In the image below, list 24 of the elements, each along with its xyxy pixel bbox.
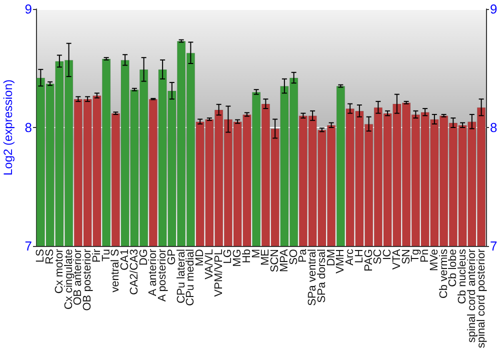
- x-tick-label: Pa: [297, 248, 310, 262]
- x-tick-label: M: [250, 249, 262, 258]
- x-tick-label: A anterior: [147, 248, 160, 296]
- x-tick-label: VMH: [334, 248, 347, 274]
- x-tick-label: spinal cord posterior: [475, 248, 488, 348]
- x-tick-label: DM: [325, 249, 338, 266]
- y-tick-label: 8: [24, 120, 32, 135]
- x-tick-label: CPu medial: [184, 249, 197, 306]
- x-tick-label: SN: [400, 248, 412, 264]
- y2-tick-label: 7: [490, 238, 498, 254]
- x-tick-label: VA/VL: [203, 249, 216, 280]
- y2-tick-label: 8: [490, 120, 498, 135]
- x-tick-label: SPa dorsal: [316, 249, 328, 303]
- x-tick-label: Cb lobe: [447, 249, 460, 287]
- x-tick-label: Hb: [240, 249, 253, 264]
- y-tick-label: 7: [24, 238, 32, 254]
- x-tick-label: CA2/CA3: [128, 249, 140, 295]
- y-axis-title: Log2 (expression): [0, 79, 15, 176]
- y-tick-label: 9: [24, 2, 32, 16]
- x-tick-label: DG: [138, 249, 150, 266]
- x-tick-label: SO: [288, 248, 300, 265]
- x-tick-label: OB anterior: [72, 248, 84, 306]
- x-tick-label: Tg: [410, 249, 422, 262]
- y2-tick-label: 9: [490, 2, 498, 16]
